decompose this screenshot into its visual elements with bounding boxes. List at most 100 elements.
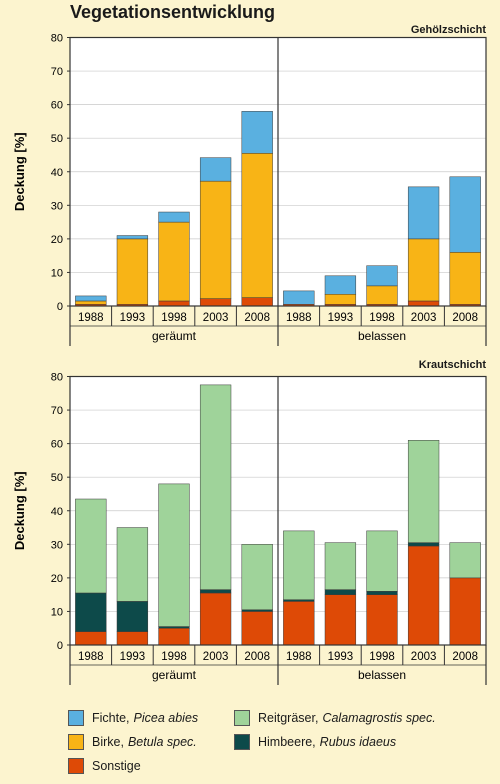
legend-latin: Rubus idaeus (319, 735, 397, 749)
bar-segment-reitgraeser (75, 498, 107, 594)
y-tick-label: 70 (51, 66, 63, 78)
x-tick-label: 1998 (369, 651, 395, 663)
y-tick-label: 70 (51, 405, 63, 417)
bar-segment-sonstige (407, 545, 440, 646)
bar-segment-fichte (241, 111, 273, 154)
legend-swatch-reitgraeser (234, 710, 250, 726)
y-tick-label: 10 (51, 606, 63, 618)
bar-segment-sonstige (158, 300, 190, 307)
bar-segment-reitgraeser (199, 384, 232, 590)
x-tick-label: 2008 (452, 312, 478, 324)
bar-segment-fichte (158, 211, 190, 223)
legend-item-birke: Birke, Betula spec. (68, 734, 197, 750)
bar-segment-sonstige (241, 611, 273, 646)
y-tick-label: 50 (51, 472, 63, 484)
group-label: belassen (358, 329, 406, 343)
x-tick-label: 2008 (244, 651, 270, 663)
chart-canvas: 0 10 20 30 40 50 60 70 80 Deckung [%] 1988 1993 1998… (12, 33, 487, 685)
y-tick-label: 50 (51, 133, 63, 145)
bar-segment-himbeere (407, 542, 440, 547)
bar-segment-himbeere (241, 609, 273, 612)
bar-segment-reitgraeser (116, 527, 149, 602)
bar-segment-sonstige (199, 592, 232, 646)
legend-name: Birke, (92, 735, 124, 749)
bar-segment-sonstige (241, 297, 273, 307)
bar-segment-himbeere (199, 589, 232, 594)
x-tick-label: 2003 (411, 651, 437, 663)
bar-segment-sonstige (116, 631, 149, 646)
x-tick-label: 1988 (286, 312, 312, 324)
bar-segment-himbeere (366, 591, 398, 595)
chart-title: Vegetationsentwicklung (70, 2, 276, 22)
legend-name: Fichte, (92, 711, 130, 725)
x-tick-label: 1988 (78, 312, 104, 324)
bar-segment-birke (199, 180, 232, 299)
y-tick-label: 40 (51, 167, 63, 179)
x-tick-label: 1993 (328, 312, 354, 324)
y-tick-label: 30 (51, 200, 63, 212)
bar-segment-himbeere (116, 601, 149, 632)
group-label: geräumt (152, 668, 197, 682)
bar-segment-reitgraeser (283, 530, 315, 600)
x-tick-label: 1988 (78, 651, 104, 663)
legend-swatch-birke (68, 734, 84, 750)
bar-segment-birke (158, 221, 190, 302)
x-tick-label: 1988 (286, 651, 312, 663)
bar-segment-reitgraeser (158, 483, 190, 627)
y-tick-label: 80 (51, 33, 63, 45)
bar-segment-birke (241, 153, 273, 298)
y-axis-label: Deckung [%] (12, 471, 27, 550)
bar-segment-fichte (116, 235, 149, 240)
bar-segment-sonstige (324, 594, 357, 646)
bar-segment-himbeere (75, 592, 107, 632)
bar-segment-fichte (407, 186, 440, 240)
bar-segment-birke (75, 300, 107, 305)
bar-segment-reitgraeser (324, 542, 357, 590)
bar-segment-sonstige (366, 594, 398, 646)
y-tick-label: 20 (51, 573, 63, 585)
legend-latin: Betula spec. (127, 735, 197, 749)
bar-segment-birke (407, 238, 440, 302)
legend-name: Sonstige (92, 759, 141, 773)
bar-segment-fichte (449, 176, 481, 253)
bar-segment-reitgraeser (241, 544, 273, 611)
bar-segment-sonstige (199, 298, 232, 307)
bar-segment-fichte (75, 295, 107, 302)
bar-segment-fichte (283, 290, 315, 305)
panel-label-kraut: Krautschicht (418, 359, 486, 371)
y-tick-label: 60 (51, 439, 63, 451)
y-tick-label: 0 (57, 640, 63, 652)
bar-segment-sonstige (158, 627, 190, 646)
bar-segment-birke (366, 285, 398, 305)
y-tick-label: 80 (51, 372, 63, 384)
legend-swatch-himbeere (234, 734, 250, 750)
y-tick-label: 40 (51, 506, 63, 518)
x-tick-label: 1998 (161, 312, 187, 324)
group-label: geräumt (152, 329, 197, 343)
x-tick-label: 2008 (452, 651, 478, 663)
x-tick-label: 1998 (369, 312, 395, 324)
x-tick-label: 1993 (120, 312, 146, 324)
bar-segment-birke (449, 252, 481, 305)
legend-item-reitgraeser: Reitgräser, Calamagrostis spec. (234, 710, 436, 726)
bar-segment-sonstige (407, 300, 440, 307)
bar-segment-sonstige (75, 631, 107, 646)
group-label: belassen (358, 668, 406, 682)
bar-segment-fichte (199, 157, 232, 182)
legend-name: Himbeere, (258, 735, 316, 749)
x-tick-label: 1993 (120, 651, 146, 663)
x-tick-label: 2003 (203, 651, 229, 663)
legend-latin: Calamagrostis spec. (322, 711, 436, 725)
x-tick-label: 2003 (411, 312, 437, 324)
bar-segment-reitgraeser (449, 542, 481, 579)
panel-label-gehoelz: Gehölzschicht (410, 24, 486, 36)
bar-segment-reitgraeser (366, 530, 398, 592)
bar-segment-fichte (366, 265, 398, 287)
y-tick-label: 20 (51, 234, 63, 246)
bar-segment-birke (324, 294, 357, 305)
plot-frame (69, 375, 487, 646)
bar-segment-himbeere (324, 589, 357, 595)
y-tick-label: 60 (51, 100, 63, 112)
x-tick-label: 2003 (203, 312, 229, 324)
